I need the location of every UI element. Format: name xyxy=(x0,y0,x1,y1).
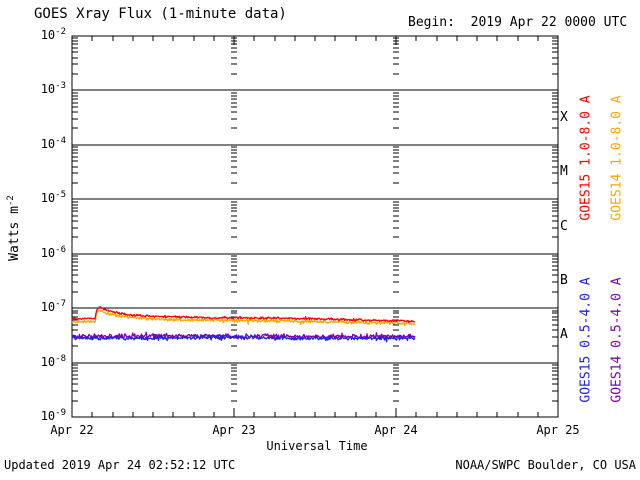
begin-timestamp: Begin: 2019 Apr 22 0000 UTC xyxy=(408,15,628,30)
legend-goes15-0-5-4-0-a: GOES15 0.5-4.0 A xyxy=(578,277,594,403)
y-axis-label: Watts m-2 xyxy=(6,195,22,261)
flare-class-c: C xyxy=(560,219,568,234)
y-axis-label-exponent: -2 xyxy=(5,195,16,207)
source-credit: NOAA/SWPC Boulder, CO USA xyxy=(455,458,636,472)
y-tick-label: 10-2 xyxy=(40,27,66,42)
series-goes15-0-5-4-0-a xyxy=(71,334,416,343)
updated-timestamp: Updated 2019 Apr 24 02:52:12 UTC xyxy=(4,458,236,472)
series-goes14-1-0-8-0-a xyxy=(71,309,416,326)
y-tick-label: 10-3 xyxy=(40,81,66,96)
y-axis-label-base: Watts m xyxy=(7,206,23,261)
legend-goes14-0-5-4-0-a: GOES14 0.5-4.0 A xyxy=(609,277,625,403)
flare-class-b: B xyxy=(560,273,568,288)
y-tick-label: 10-6 xyxy=(40,245,66,260)
x-tick-label: Apr 22 xyxy=(50,423,94,437)
legend-goes15-1-0-8-0-a: GOES15 1.0-8.0 A xyxy=(578,95,594,221)
flare-class-a: A xyxy=(560,327,568,342)
chart-title: GOES Xray Flux (1-minute data) xyxy=(34,6,287,22)
x-tick-label: Apr 24 xyxy=(374,423,418,437)
x-tick-label: Apr 23 xyxy=(212,423,256,437)
y-tick-label: 10-9 xyxy=(40,408,66,423)
x-tick-label: Apr 25 xyxy=(536,423,580,437)
y-tick-label: 10-5 xyxy=(40,190,66,205)
legend-goes14-1-0-8-0-a: GOES14 1.0-8.0 A xyxy=(609,95,625,221)
y-tick-label: 10-8 xyxy=(40,354,66,369)
flare-class-x: X xyxy=(560,110,568,125)
series-goes15-1-0-8-0-a xyxy=(71,306,416,324)
y-tick-label: 10-4 xyxy=(40,136,66,151)
y-tick-label: 10-7 xyxy=(40,299,66,314)
x-axis-label: Universal Time xyxy=(266,439,368,453)
flare-class-m: M xyxy=(560,164,568,179)
